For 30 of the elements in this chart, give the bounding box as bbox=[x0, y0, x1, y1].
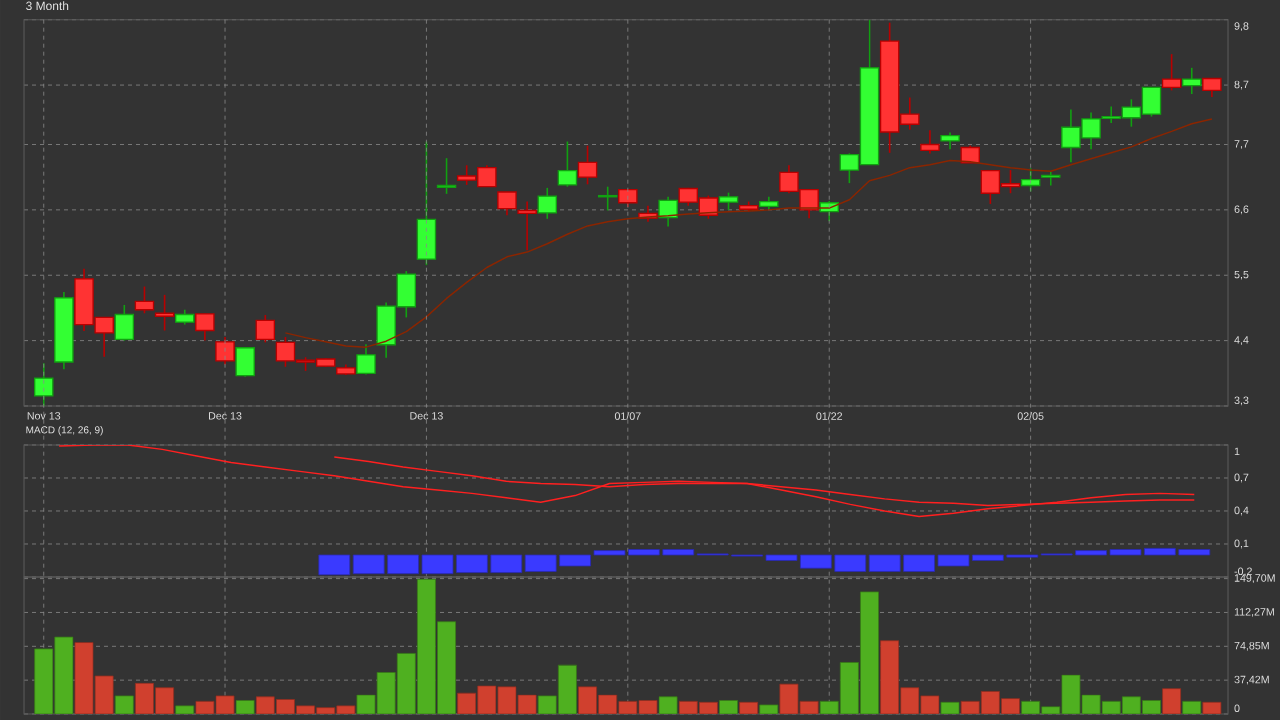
bar bbox=[1162, 688, 1182, 714]
y-tick-label: 0 bbox=[1234, 704, 1240, 713]
chart-title: MACD (12, 26, 9) bbox=[26, 426, 103, 436]
x-tick-label: Nov 13 bbox=[27, 412, 61, 420]
bar bbox=[739, 701, 759, 714]
bar bbox=[759, 704, 779, 714]
x-tick-label: 02/05 bbox=[1017, 412, 1044, 420]
x-tick-label: 01/07 bbox=[614, 412, 641, 420]
y-tick-label: 7,7 bbox=[1234, 140, 1249, 149]
y-tick-label: 0,1 bbox=[1234, 539, 1249, 549]
y-tick-label: 0,4 bbox=[1234, 506, 1249, 516]
y-tick-label: 37,42M bbox=[1234, 675, 1269, 685]
bar bbox=[719, 700, 738, 714]
y-tick-label: 4,4 bbox=[1234, 336, 1249, 345]
y-tick-label: 5,5 bbox=[1234, 270, 1249, 280]
y-tick-label: 3,3 bbox=[1234, 396, 1249, 406]
y-tick-label: 112,27M bbox=[1234, 608, 1274, 617]
y-tick-label: 1 bbox=[1234, 447, 1240, 455]
y-tick-label: -0,2 bbox=[1234, 567, 1252, 577]
bar bbox=[1202, 701, 1222, 714]
x-tick-label: Dec 13 bbox=[410, 412, 443, 420]
y-tick-label: 149,70M bbox=[1234, 574, 1275, 584]
x-tick-label: 01/22 bbox=[816, 412, 843, 420]
y-tick-label: 74,85M bbox=[1234, 641, 1269, 651]
y-tick-label: 0,7 bbox=[1234, 473, 1249, 483]
x-tick-label: Dec 13 bbox=[208, 412, 242, 420]
chart-title: 3 Month bbox=[26, 1, 69, 11]
y-tick-label: 6,6 bbox=[1234, 205, 1249, 215]
y-tick-label: 9,8 bbox=[1234, 22, 1249, 32]
y-tick-label: 8,7 bbox=[1234, 80, 1249, 90]
